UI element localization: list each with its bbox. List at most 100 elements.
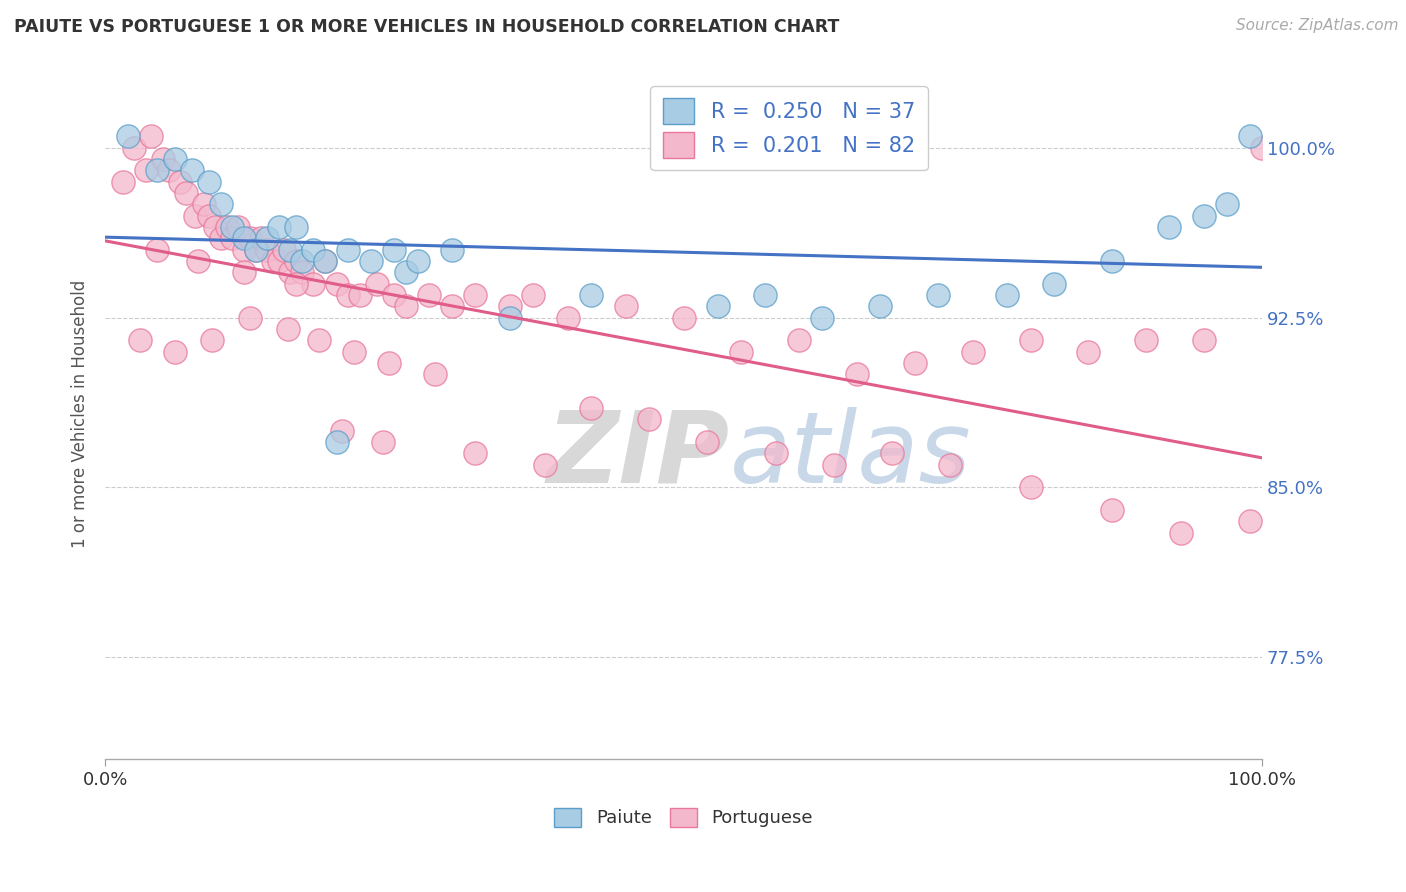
Point <box>441 243 464 257</box>
Point <box>302 243 325 257</box>
Point <box>174 186 197 200</box>
Legend: Paiute, Portuguese: Paiute, Portuguese <box>548 803 818 833</box>
Point <box>1239 514 1261 528</box>
Point <box>325 435 347 450</box>
Point <box>337 243 360 257</box>
Point <box>499 310 522 325</box>
Point <box>1101 254 1123 268</box>
Text: Source: ZipAtlas.com: Source: ZipAtlas.com <box>1236 18 1399 33</box>
Point <box>198 175 221 189</box>
Point <box>869 299 891 313</box>
Point <box>579 401 602 416</box>
Point <box>291 254 314 268</box>
Point <box>308 333 330 347</box>
Point <box>1192 333 1215 347</box>
Text: ZIP: ZIP <box>547 407 730 504</box>
Point <box>464 288 486 302</box>
Point <box>464 446 486 460</box>
Point <box>277 322 299 336</box>
Point <box>811 310 834 325</box>
Point <box>522 288 544 302</box>
Point <box>221 219 243 234</box>
Point <box>184 209 207 223</box>
Point <box>302 277 325 291</box>
Point <box>152 152 174 166</box>
Point <box>117 129 139 144</box>
Text: atlas: atlas <box>730 407 972 504</box>
Point <box>314 254 336 268</box>
Point <box>201 333 224 347</box>
Point <box>1239 129 1261 144</box>
Point <box>754 288 776 302</box>
Point <box>730 344 752 359</box>
Point <box>239 310 262 325</box>
Point <box>1170 525 1192 540</box>
Point <box>938 458 960 472</box>
Point <box>285 219 308 234</box>
Point <box>384 243 406 257</box>
Point <box>579 288 602 302</box>
Point <box>239 231 262 245</box>
Point <box>997 288 1019 302</box>
Point <box>395 299 418 313</box>
Point <box>1042 277 1064 291</box>
Point <box>291 265 314 279</box>
Point <box>395 265 418 279</box>
Point <box>533 458 555 472</box>
Point <box>1159 219 1181 234</box>
Point <box>141 129 163 144</box>
Point <box>146 243 169 257</box>
Point <box>245 243 267 257</box>
Point <box>1019 333 1042 347</box>
Point <box>209 231 232 245</box>
Point <box>360 254 382 268</box>
Point <box>371 435 394 450</box>
Point <box>163 344 186 359</box>
Point <box>198 209 221 223</box>
Point <box>707 299 730 313</box>
Point <box>256 231 278 245</box>
Point <box>129 333 152 347</box>
Point <box>1019 480 1042 494</box>
Point <box>163 152 186 166</box>
Point <box>209 197 232 211</box>
Point <box>823 458 845 472</box>
Point <box>1101 503 1123 517</box>
Point <box>187 254 209 268</box>
Point <box>285 254 308 268</box>
Point <box>233 231 256 245</box>
Point <box>215 219 238 234</box>
Point <box>1216 197 1239 211</box>
Point <box>1192 209 1215 223</box>
Point <box>765 446 787 460</box>
Point <box>962 344 984 359</box>
Point <box>314 254 336 268</box>
Point <box>423 367 446 381</box>
Point <box>696 435 718 450</box>
Point <box>169 175 191 189</box>
Point <box>337 288 360 302</box>
Point <box>384 288 406 302</box>
Point <box>927 288 949 302</box>
Point <box>499 299 522 313</box>
Point <box>193 197 215 211</box>
Point <box>330 424 353 438</box>
Point <box>1251 141 1274 155</box>
Point <box>418 288 440 302</box>
Point <box>1077 344 1099 359</box>
Point <box>267 219 290 234</box>
Point <box>637 412 659 426</box>
Point <box>614 299 637 313</box>
Text: PAIUTE VS PORTUGUESE 1 OR MORE VEHICLES IN HOUSEHOLD CORRELATION CHART: PAIUTE VS PORTUGUESE 1 OR MORE VEHICLES … <box>14 18 839 36</box>
Point <box>787 333 810 347</box>
Point <box>226 219 249 234</box>
Point <box>245 243 267 257</box>
Point <box>672 310 695 325</box>
Point <box>846 367 869 381</box>
Point <box>366 277 388 291</box>
Point <box>122 141 145 155</box>
Point <box>204 219 226 234</box>
Point <box>1135 333 1157 347</box>
Point <box>406 254 429 268</box>
Point <box>267 254 290 268</box>
